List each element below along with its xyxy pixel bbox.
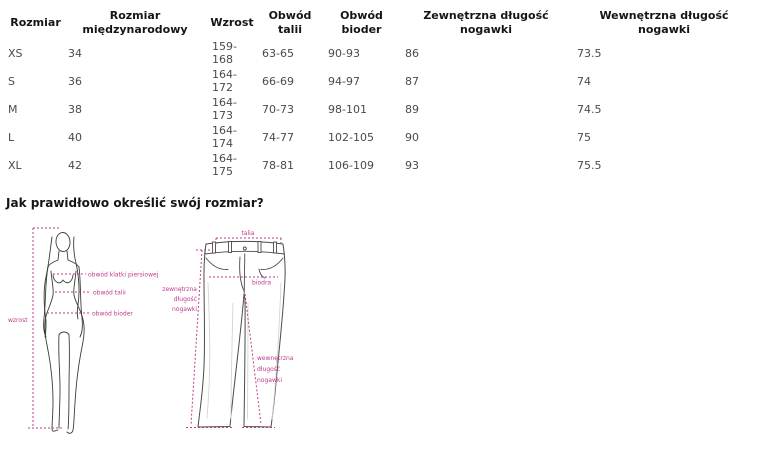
col-header-obwod-bioder: Obwód bioder: [340, 9, 383, 36]
cell-rozmiar-miedzynarodowy: 38: [68, 102, 82, 116]
cell-rozmiar: XL: [8, 158, 22, 172]
inner-leg-measure-line: [242, 293, 275, 428]
pants-shading: [206, 282, 282, 420]
cell-wzrost: 159-168: [212, 40, 237, 66]
header-row: Rozmiar Rozmiar międzynarodowy Wzrost Ob…: [8, 6, 756, 39]
size-guide-page: Rozmiar Rozmiar międzynarodowy Wzrost Ob…: [0, 6, 760, 455]
cell-zewnetrzna-dlugosc: 87: [405, 74, 419, 88]
size-table-header: Rozmiar Rozmiar międzynarodowy Wzrost Ob…: [8, 6, 756, 39]
label-obwod-bioder: obwód bioder: [92, 311, 133, 318]
cell-obwod-bioder: 102-105: [328, 130, 374, 144]
cell-obwod-bioder: 98-101: [328, 102, 367, 116]
cell-zewnetrzna-dlugosc: 93: [405, 158, 419, 172]
label-talia: talia: [241, 230, 254, 237]
fly-seam: [243, 253, 246, 294]
cell-rozmiar-miedzynarodowy: 40: [68, 130, 82, 144]
col-header-rozmiar: Rozmiar: [10, 16, 61, 29]
table-row-xs: XS 34 159-168 63-65 90-93 86 73.5: [8, 39, 756, 67]
cell-wzrost: 164-172: [212, 68, 237, 94]
col-header-wewnetrzna-dlugosc-nogawki: Wewnętrzna długość nogawki: [599, 9, 729, 36]
cell-zewnetrzna-dlugosc: 89: [405, 102, 419, 116]
cell-obwod-talii: 78-81: [262, 158, 294, 172]
size-table: Rozmiar Rozmiar międzynarodowy Wzrost Ob…: [8, 6, 756, 179]
waistband-seam: [204, 250, 285, 255]
belt-loop: [257, 241, 262, 253]
cell-zewnetrzna-dlugosc: 90: [405, 130, 419, 144]
cell-obwod-bioder: 94-97: [328, 74, 360, 88]
table-row-xl: XL 42 164-175 78-81 106-109 93 75.5: [8, 151, 756, 179]
cell-rozmiar-miedzynarodowy: 42: [68, 158, 82, 172]
figure-labels: wzrost obwód klatki piersiowej obwód tal…: [8, 272, 159, 325]
col-header-zewnetrzna-dlugosc-nogawki: Zewnętrzna długość nogawki: [423, 9, 549, 36]
belt-loop: [212, 241, 216, 254]
figure-measure-lines: [28, 227, 91, 429]
cell-rozmiar: L: [8, 130, 15, 144]
measurement-diagram: wzrost obwód klatki piersiowej obwód tal…: [8, 227, 294, 434]
cell-rozmiar: M: [8, 102, 18, 116]
cell-wewnetrzna-dlugosc: 73.5: [577, 46, 602, 60]
cell-zewnetrzna-dlugosc: 86: [405, 46, 419, 60]
cell-obwod-talii: 63-65: [262, 46, 294, 60]
left-pocket: [205, 257, 229, 270]
pants-details: [204, 241, 285, 294]
height-measure-line: [28, 227, 62, 429]
cell-rozmiar-miedzynarodowy: 36: [68, 74, 82, 88]
label-zewnetrzna-nogawki: nogawki: [172, 306, 197, 313]
label-wewnetrzna: wewnętrzna: [257, 355, 294, 362]
right-pocket: [260, 257, 284, 270]
cell-rozmiar-miedzynarodowy: 34: [68, 46, 82, 60]
cell-rozmiar: S: [8, 74, 15, 88]
female-figure-sketch: [43, 232, 85, 434]
cell-obwod-talii: 74-77: [262, 130, 294, 144]
cell-rozmiar: XS: [8, 46, 23, 60]
coin-pocket: [258, 268, 266, 279]
col-header-rozmiar-miedzynarodowy: Rozmiar międzynarodowy: [82, 9, 188, 36]
cell-wewnetrzna-dlugosc: 74: [577, 74, 591, 88]
label-zewnetrzna: zewnętrzna: [162, 286, 197, 293]
pants-sketch: [197, 240, 286, 428]
pants-outline: [197, 240, 286, 428]
cell-wzrost: 164-173: [212, 96, 237, 122]
label-biodra: biodra: [252, 280, 271, 287]
cell-wewnetrzna-dlugosc: 75: [577, 130, 591, 144]
table-row-m: M 38 164-173 70-73 98-101 89 74.5: [8, 95, 756, 123]
label-obwod-talii: obwód talii: [93, 290, 126, 297]
label-wzrost: wzrost: [8, 317, 28, 324]
cell-wzrost: 164-174: [212, 124, 237, 150]
fly-stitch: [239, 256, 245, 292]
section-title: Jak prawidłowo określić swój rozmiar?: [6, 196, 264, 210]
cell-wewnetrzna-dlugosc: 75.5: [577, 158, 602, 172]
belt-loop: [273, 241, 277, 254]
pants-measure-lines: [186, 237, 282, 428]
cell-obwod-bioder: 106-109: [328, 158, 374, 172]
table-row-l: L 40 164-174 74-77 102-105 90 75: [8, 123, 756, 151]
cell-wzrost: 164-175: [212, 152, 237, 178]
table-row-s: S 36 164-172 66-69 94-97 87 74: [8, 67, 756, 95]
label-obwod-klatki-piersiowej: obwód klatki piersiowej: [88, 272, 159, 279]
talia-measure-bracket: [215, 237, 282, 245]
button: [242, 246, 247, 251]
cell-obwod-talii: 70-73: [262, 102, 294, 116]
outer-leg-measure-line: [186, 249, 233, 428]
belt-loop: [228, 241, 232, 253]
label-wewnetrzna-nogawki: nogawki: [257, 377, 282, 384]
label-wewnetrzna-dlugosc: długość: [257, 366, 280, 373]
label-zewnetrzna-dlugosc: długość: [174, 296, 197, 303]
cell-obwod-bioder: 90-93: [328, 46, 360, 60]
cell-obwod-talii: 66-69: [262, 74, 294, 88]
pants-labels: talia biodra zewnętrzna długość nogawki …: [162, 230, 293, 384]
col-header-wzrost: Wzrost: [210, 16, 254, 29]
cell-wewnetrzna-dlugosc: 74.5: [577, 102, 602, 116]
col-header-obwod-talii: Obwód talii: [268, 9, 312, 36]
